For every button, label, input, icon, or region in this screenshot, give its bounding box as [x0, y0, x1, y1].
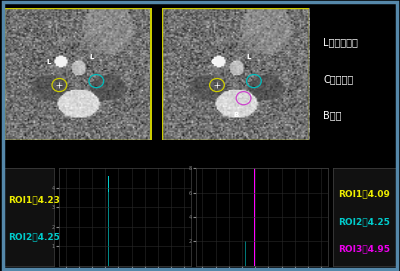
Text: B：骨: B：骨 — [323, 111, 342, 121]
Text: L：リンパ節: L：リンパ節 — [323, 37, 358, 47]
Text: C: C — [211, 59, 216, 65]
Text: C：石灰化: C：石灰化 — [323, 74, 353, 84]
Text: ROI2：4.25: ROI2：4.25 — [8, 233, 60, 241]
Text: ROI2：4.25: ROI2：4.25 — [338, 217, 390, 226]
Text: L: L — [46, 59, 50, 65]
Text: L: L — [89, 54, 93, 60]
Text: ROI3：4.95: ROI3：4.95 — [338, 244, 390, 253]
Text: ROI1：4.23: ROI1：4.23 — [8, 195, 60, 204]
Text: L: L — [246, 54, 251, 60]
Text: B: B — [233, 112, 238, 118]
Text: ROI1：4.09: ROI1：4.09 — [338, 190, 390, 199]
